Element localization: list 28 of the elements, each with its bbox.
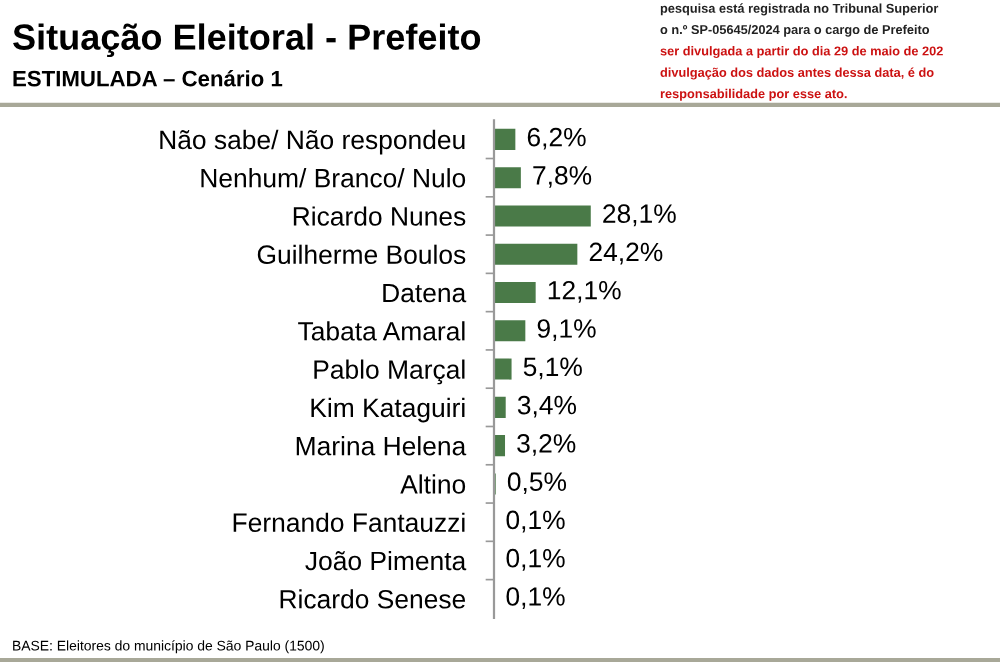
data-label: 5,1% <box>523 357 582 380</box>
y-tick-label: Pablo Marçal <box>314 359 465 385</box>
y-tick-label: Não sabe/ Não respondeu <box>160 129 465 155</box>
data-label: 9,1% <box>537 319 596 341</box>
y-tick-label: Nenhum/ Branco/ Nulo <box>201 168 466 188</box>
data-label: 6,2% <box>527 127 586 150</box>
y-tick-label: Tabata Amaral <box>298 321 465 341</box>
y-tick-label: Kim Kataguiri <box>311 397 465 423</box>
y-tick-label: Marina Helena <box>296 436 467 456</box>
y-tick-label: Datena <box>383 283 467 303</box>
data-label: 24,2% <box>589 242 663 265</box>
y-tick-label: João Pimenta <box>305 550 467 571</box>
y-tick-label: Ricardo Nunes <box>293 206 466 226</box>
chart-title: Situação Eleitoral - Prefeito <box>13 23 481 58</box>
data-label: 7,8% <box>533 166 592 188</box>
data-label: 0,1% <box>506 587 565 609</box>
y-tick-label: Altino <box>400 474 466 494</box>
data-label: 0,1% <box>506 510 565 533</box>
data-label: 3,2% <box>517 434 576 456</box>
y-tick-label: Ricardo Senese <box>280 589 466 609</box>
data-label: 0,1% <box>506 548 565 571</box>
y-tick-label: Guilherme Boulos <box>257 244 466 265</box>
text: ESTIMULADA – Cenário 1 <box>13 69 283 87</box>
data-label: 12,1% <box>548 280 621 303</box>
y-tick-label: Fernando Fantauzzi <box>233 512 465 533</box>
data-label: 3,4% <box>517 395 577 418</box>
data-label: 28,1% <box>603 204 676 227</box>
data-label: 0,5% <box>507 472 567 495</box>
